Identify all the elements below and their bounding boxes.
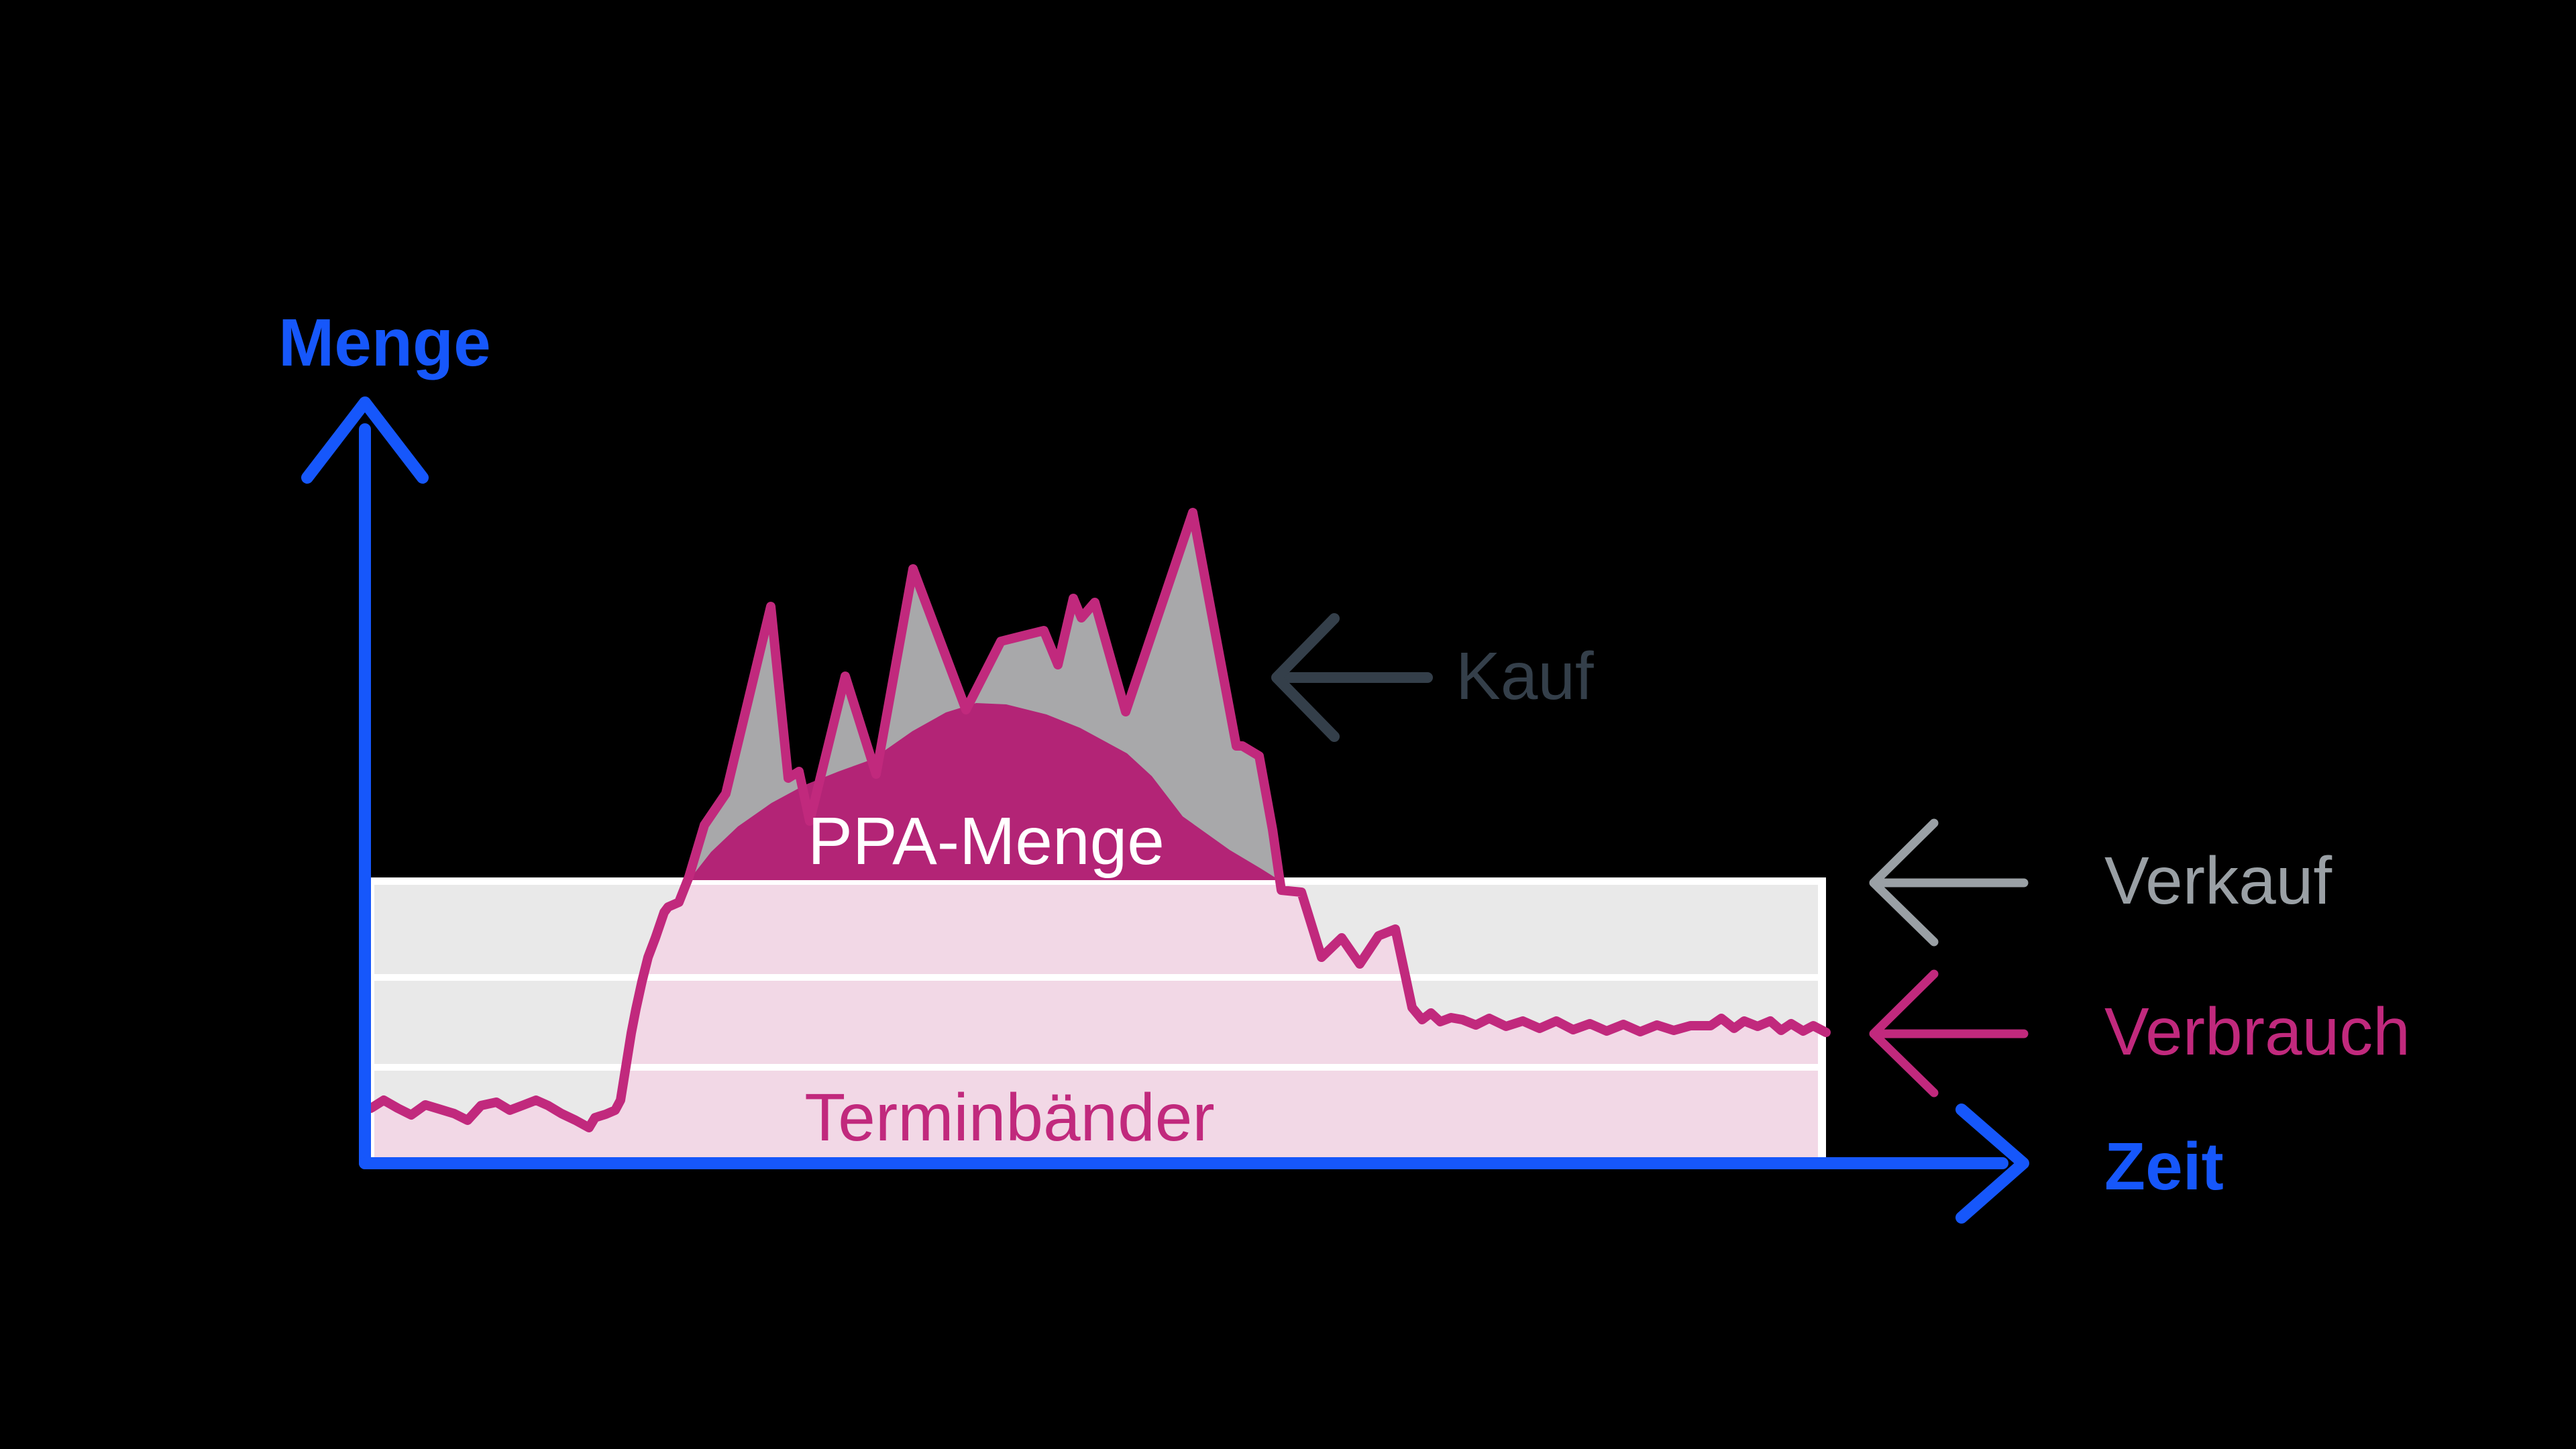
band-divider-2	[371, 1064, 1826, 1071]
ppa-menge-area	[689, 703, 1279, 880]
y-axis-arrowhead-icon	[301, 396, 429, 484]
kauf-label: Kauf	[1456, 639, 1594, 714]
band-right-edge	[1818, 877, 1826, 1163]
band-divider-1	[371, 974, 1826, 981]
verbrauch-label: Verbrauch	[2104, 994, 2410, 1069]
kauf-arrow-icon	[1271, 613, 1433, 742]
x-axis-arrowhead-icon	[1955, 1104, 2029, 1224]
verbrauch-line	[366, 508, 1831, 1132]
x-axis-label: Zeit	[2104, 1129, 2224, 1204]
terminband-consumed-area	[371, 885, 1826, 1163]
terminbaender-label: Terminbänder	[804, 1080, 1214, 1155]
verbrauch-arrowhead	[1869, 969, 1939, 1097]
band-left-edge	[371, 877, 374, 1163]
verkauf-arrow-icon	[1869, 818, 2029, 947]
verkauf-label: Verkauf	[2104, 843, 2332, 918]
verbrauch-arrow-icon	[1869, 969, 2029, 1097]
verkauf-arrowhead	[1869, 818, 1939, 947]
kauf-arrowhead	[1271, 613, 1340, 742]
y-axis	[301, 396, 429, 1169]
x-axis	[359, 1104, 2029, 1224]
terminband-dividers	[371, 877, 1826, 1163]
ppa-menge-label: PPA-Menge	[808, 804, 1165, 879]
band-top-line	[371, 877, 1826, 885]
y-axis-label: Menge	[278, 305, 491, 380]
